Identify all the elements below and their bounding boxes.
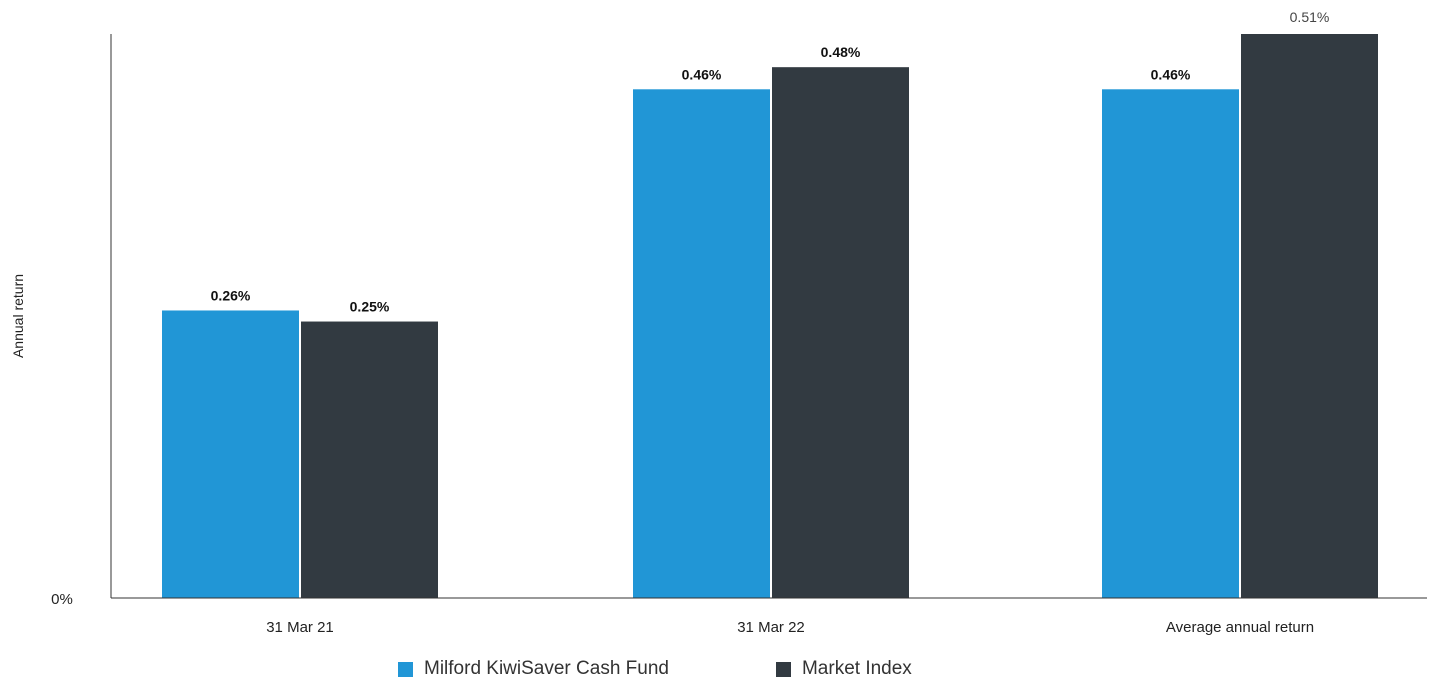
data-label-market-index-3: 0.51% <box>1290 9 1330 25</box>
bar-market-index-2 <box>772 67 909 598</box>
x-tick-label-1: 31 Mar 21 <box>266 619 334 636</box>
x-tick-label-2: 31 Mar 22 <box>737 619 805 636</box>
data-label-market-index-2: 0.48% <box>821 44 861 60</box>
legend-swatch-market-index <box>776 662 791 677</box>
legend: Milford KiwiSaver Cash Fund Market Index <box>398 658 912 680</box>
legend-item-market-index: Market Index <box>776 658 912 680</box>
bar-fund-2 <box>633 89 770 598</box>
data-label-fund-2: 0.46% <box>682 66 722 82</box>
bars-layer <box>162 34 1378 598</box>
bar-fund-1 <box>162 310 299 598</box>
legend-swatch-fund <box>398 662 413 677</box>
legend-label-fund: Milford KiwiSaver Cash Fund <box>424 658 669 680</box>
bar-market-index-3 <box>1241 34 1378 598</box>
bar-market-index-1 <box>301 322 438 598</box>
y-tick-label-0: 0% <box>51 591 73 608</box>
x-tick-label-3: Average annual return <box>1166 619 1314 636</box>
data-label-fund-3: 0.46% <box>1151 66 1191 82</box>
legend-label-market-index: Market Index <box>802 658 912 680</box>
data-label-fund-1: 0.26% <box>211 287 251 303</box>
bar-fund-3 <box>1102 89 1239 598</box>
legend-item-fund: Milford KiwiSaver Cash Fund <box>398 658 669 680</box>
data-label-market-index-1: 0.25% <box>350 299 390 315</box>
y-axis-label: Annual return <box>10 274 26 358</box>
